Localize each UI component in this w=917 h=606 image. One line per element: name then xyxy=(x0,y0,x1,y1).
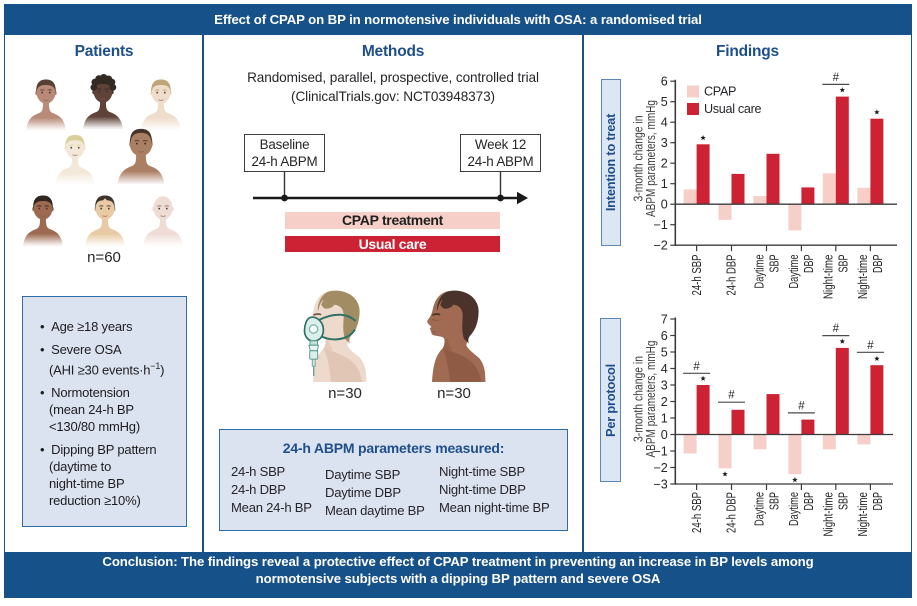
svg-text:4: 4 xyxy=(661,116,668,130)
svg-text:−2: −2 xyxy=(653,461,667,475)
svg-text:ABPM parameters, mmHg: ABPM parameters, mmHg xyxy=(644,341,658,458)
svg-text:DBP: DBP xyxy=(871,492,885,511)
svg-text:3: 3 xyxy=(661,136,668,150)
svg-text:1: 1 xyxy=(661,411,668,425)
svg-text:Daytime: Daytime xyxy=(752,255,766,289)
svg-text:24-h SBP: 24-h SBP xyxy=(690,492,704,533)
svg-text:3-month change in: 3-month change in xyxy=(632,116,646,202)
svg-text:6: 6 xyxy=(661,75,668,89)
svg-text:SBP: SBP xyxy=(837,492,851,510)
svg-text:5: 5 xyxy=(661,95,668,109)
svg-text:Night-time: Night-time xyxy=(822,492,836,537)
svg-text:#: # xyxy=(833,323,840,335)
svg-text:24-h DBP: 24-h DBP xyxy=(725,255,739,296)
svg-text:SBP: SBP xyxy=(767,492,781,510)
svg-text:#: # xyxy=(798,400,805,412)
svg-text:0: 0 xyxy=(661,198,668,212)
svg-text:Usual care: Usual care xyxy=(704,102,761,116)
svg-text:#: # xyxy=(693,361,700,373)
svg-text:Night-time: Night-time xyxy=(822,255,836,300)
svg-text:DBP: DBP xyxy=(802,255,816,274)
svg-text:4: 4 xyxy=(661,362,668,376)
svg-text:ABPM parameters, mmHg: ABPM parameters, mmHg xyxy=(644,100,658,217)
svg-text:0: 0 xyxy=(661,428,668,442)
svg-text:−1: −1 xyxy=(653,218,667,232)
svg-text:2: 2 xyxy=(661,157,668,171)
svg-text:3-month change in: 3-month change in xyxy=(632,356,646,442)
svg-text:7: 7 xyxy=(661,312,668,326)
svg-text:−1: −1 xyxy=(653,444,667,458)
svg-text:#: # xyxy=(867,340,874,352)
svg-text:3: 3 xyxy=(661,378,668,392)
svg-text:DBP: DBP xyxy=(871,255,885,274)
svg-text:Daytime: Daytime xyxy=(787,492,801,526)
svg-text:−2: −2 xyxy=(653,239,667,253)
svg-text:#: # xyxy=(728,390,735,402)
svg-text:Night-time: Night-time xyxy=(856,492,870,537)
svg-text:Daytime: Daytime xyxy=(752,492,766,526)
svg-text:SBP: SBP xyxy=(767,255,781,273)
svg-text:1: 1 xyxy=(661,177,668,191)
svg-text:CPAP: CPAP xyxy=(704,85,736,99)
svg-text:SBP: SBP xyxy=(837,255,851,273)
svg-text:2: 2 xyxy=(661,395,668,409)
svg-text:24-h SBP: 24-h SBP xyxy=(690,255,704,296)
svg-text:Night-time: Night-time xyxy=(856,255,870,300)
svg-text:6: 6 xyxy=(661,329,668,343)
svg-text:24-h DBP: 24-h DBP xyxy=(725,492,739,533)
svg-text:#: # xyxy=(833,72,840,84)
svg-text:5: 5 xyxy=(661,345,668,359)
svg-text:−3: −3 xyxy=(653,477,667,491)
svg-text:DBP: DBP xyxy=(802,492,816,511)
svg-text:Daytime: Daytime xyxy=(787,255,801,289)
